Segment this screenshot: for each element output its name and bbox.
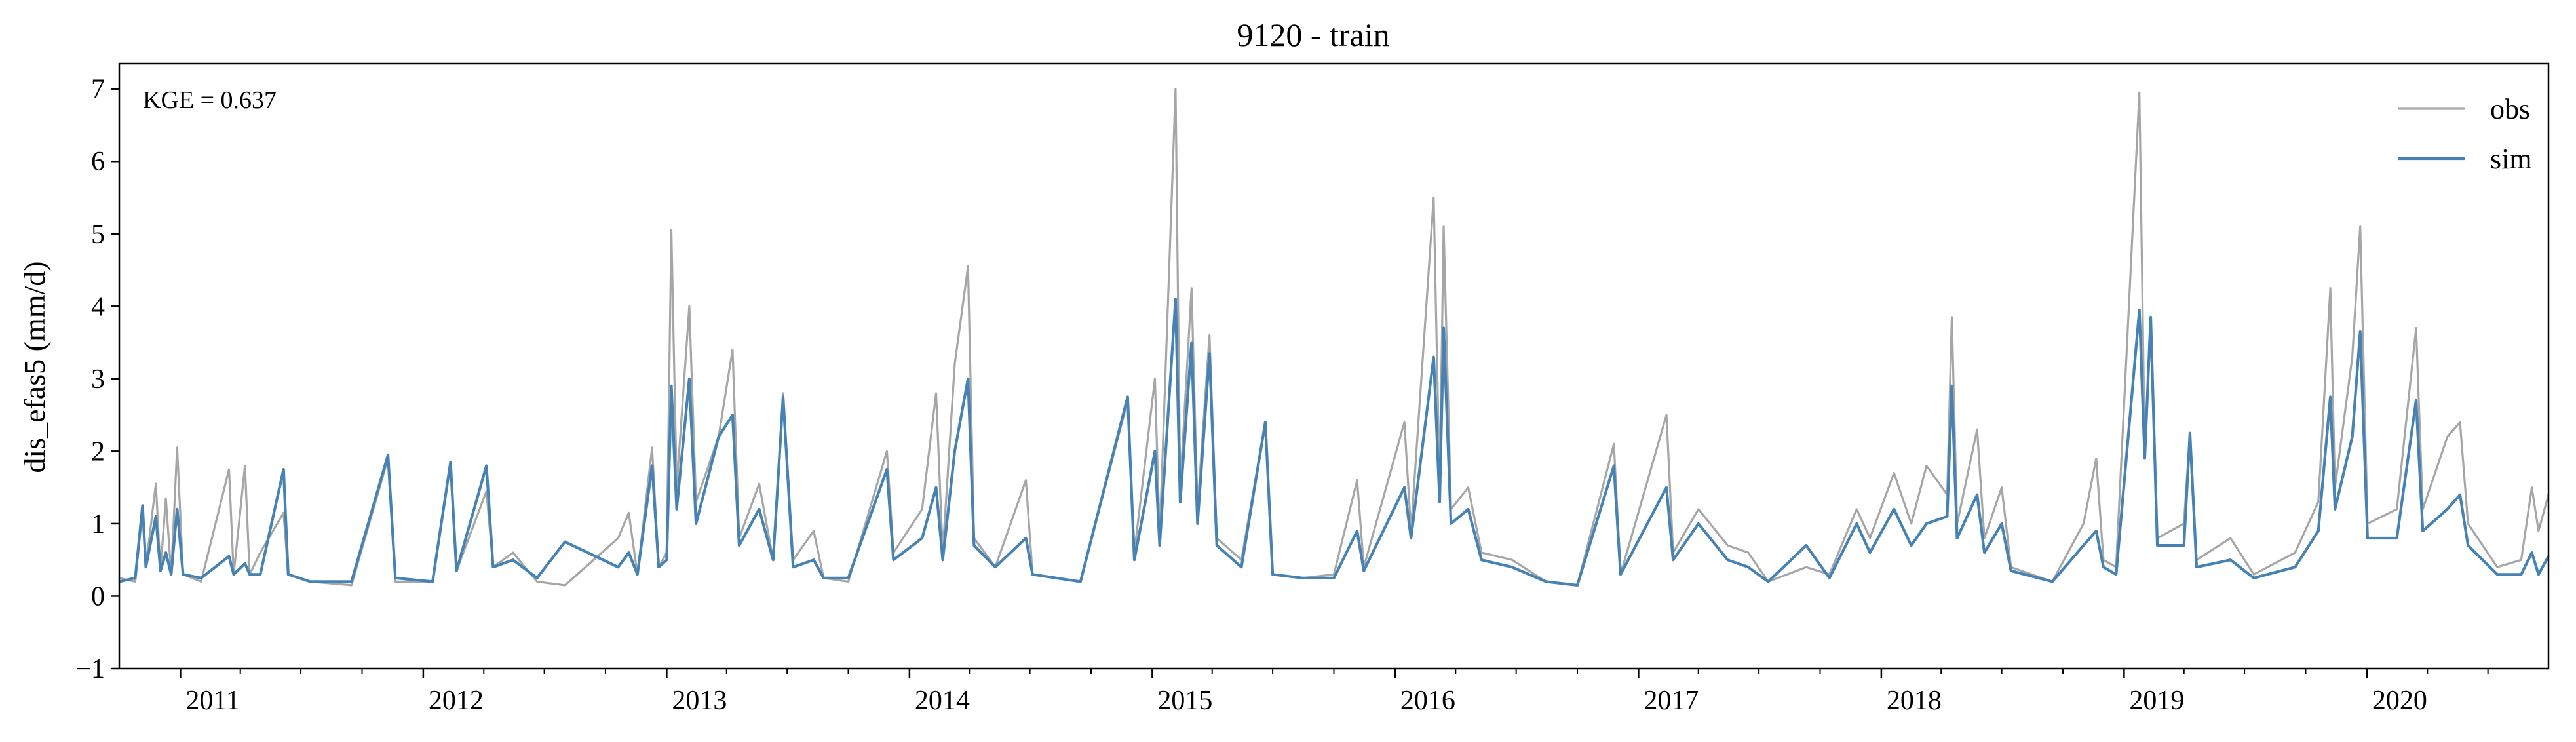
x-tick-label: 2012 (429, 686, 484, 716)
y-tick-label: −1 (75, 654, 105, 684)
x-tick-label: 2017 (1644, 686, 1699, 716)
y-tick-label: 2 (91, 437, 105, 467)
y-tick-label: 3 (91, 364, 105, 395)
x-tick-label: 2013 (672, 686, 727, 716)
legend-label-sim: sim (2490, 143, 2532, 175)
x-tick-label: 2018 (1887, 686, 1942, 716)
x-tick-label: 2019 (2129, 686, 2184, 716)
x-tick-label: 2015 (1157, 686, 1212, 716)
y-tick-label: 5 (91, 220, 105, 250)
x-tick-label: 2016 (1400, 686, 1455, 716)
y-tick-label: 7 (91, 75, 105, 105)
y-tick-label: 1 (91, 509, 105, 539)
y-tick-label: 6 (91, 147, 105, 177)
series-line-sim (119, 298, 2548, 587)
legend: obs sim (2398, 93, 2532, 175)
legend-label-obs: obs (2490, 93, 2530, 125)
axes: −1 0 1 2 3 4 5 6 7 2011 2012 2013 2014 2015 2016 2017 20… (75, 62, 2550, 716)
plot-content (119, 88, 2548, 587)
x-tick-label: 2020 (2372, 686, 2427, 716)
x-tick-label: 2014 (915, 686, 970, 716)
kge-annotation: KGE = 0.637 (143, 87, 277, 114)
y-tick-label: 0 (91, 581, 105, 612)
chart-title: 9120 - train (1237, 16, 1389, 53)
x-tick-label: 2011 (185, 686, 239, 716)
y-tick-label: 4 (91, 292, 105, 322)
y-axis-label: dis_efas5 (mm/d) (18, 261, 51, 473)
